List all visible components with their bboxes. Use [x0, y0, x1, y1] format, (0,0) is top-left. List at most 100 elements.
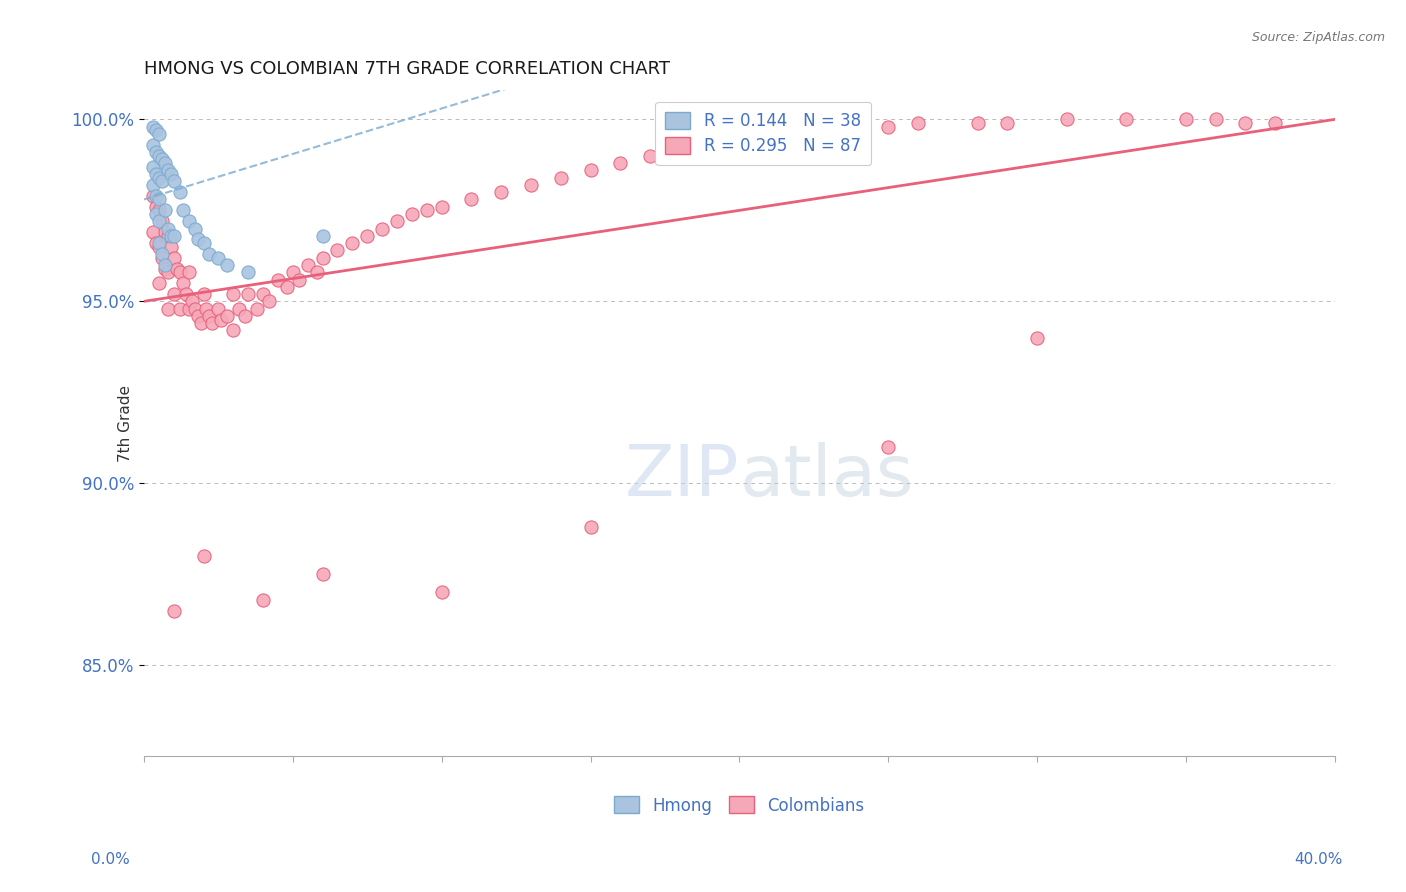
Point	[193, 236, 215, 251]
Point	[907, 116, 929, 130]
Point	[311, 251, 333, 265]
Point	[150, 247, 173, 261]
Point	[145, 200, 167, 214]
Point	[142, 189, 165, 203]
Point	[579, 163, 602, 178]
Text: 0.0%: 0.0%	[91, 852, 131, 867]
Point	[728, 134, 751, 148]
Point	[148, 276, 170, 290]
Point	[142, 225, 165, 239]
Point	[148, 236, 170, 251]
Point	[877, 440, 900, 454]
Point	[150, 153, 173, 167]
Point	[207, 251, 229, 265]
Point	[169, 185, 191, 199]
Point	[183, 301, 205, 316]
Point	[638, 149, 661, 163]
Point	[252, 592, 274, 607]
Point	[1205, 112, 1227, 127]
Point	[145, 236, 167, 251]
Point	[193, 549, 215, 563]
Point	[201, 316, 224, 330]
Point	[236, 287, 259, 301]
Point	[787, 127, 810, 141]
Point	[342, 236, 364, 251]
Point	[177, 265, 200, 279]
Point	[153, 258, 176, 272]
Point	[153, 225, 176, 239]
Point	[848, 123, 870, 137]
Point	[156, 163, 179, 178]
Point	[156, 228, 179, 243]
Point	[1026, 331, 1049, 345]
Point	[156, 221, 179, 235]
Point	[228, 301, 250, 316]
Point	[209, 312, 232, 326]
Point	[190, 316, 212, 330]
Point	[148, 170, 170, 185]
Point	[195, 301, 218, 316]
Point	[148, 203, 170, 218]
Point	[174, 287, 197, 301]
Point	[430, 585, 453, 599]
Point	[142, 120, 165, 134]
Point	[177, 301, 200, 316]
Point	[198, 247, 221, 261]
Point	[356, 228, 378, 243]
Point	[163, 287, 186, 301]
Point	[222, 323, 245, 337]
Point	[193, 287, 215, 301]
Point	[148, 127, 170, 141]
Y-axis label: 7th Grade: 7th Grade	[118, 384, 132, 462]
Point	[148, 149, 170, 163]
Point	[169, 265, 191, 279]
Point	[267, 272, 290, 286]
Point	[758, 130, 780, 145]
Point	[217, 258, 239, 272]
Point	[150, 251, 173, 265]
Point	[1174, 112, 1197, 127]
Point	[416, 203, 439, 218]
Point	[233, 309, 256, 323]
Point	[489, 185, 512, 199]
Point	[145, 189, 167, 203]
Point	[153, 203, 176, 218]
Point	[148, 240, 170, 254]
Point	[579, 520, 602, 534]
Point	[150, 214, 173, 228]
Point	[159, 167, 181, 181]
Text: Source: ZipAtlas.com: Source: ZipAtlas.com	[1251, 31, 1385, 45]
Point	[142, 137, 165, 152]
Legend: Hmong, Colombians: Hmong, Colombians	[607, 789, 872, 822]
Text: 40.0%: 40.0%	[1295, 852, 1343, 867]
Point	[966, 116, 988, 130]
Point	[169, 301, 191, 316]
Point	[1115, 112, 1137, 127]
Point	[207, 301, 229, 316]
Point	[1056, 112, 1078, 127]
Point	[153, 261, 176, 276]
Point	[305, 265, 328, 279]
Point	[297, 258, 319, 272]
Point	[172, 203, 194, 218]
Point	[187, 309, 209, 323]
Point	[1264, 116, 1286, 130]
Point	[156, 265, 179, 279]
Point	[246, 301, 269, 316]
Point	[252, 287, 274, 301]
Point	[145, 167, 167, 181]
Point	[995, 116, 1018, 130]
Point	[163, 251, 186, 265]
Point	[159, 228, 181, 243]
Point	[257, 294, 280, 309]
Point	[177, 214, 200, 228]
Point	[287, 272, 309, 286]
Point	[156, 301, 179, 316]
Point	[145, 207, 167, 221]
Point	[1234, 116, 1257, 130]
Point	[166, 261, 188, 276]
Point	[198, 309, 221, 323]
Point	[163, 604, 186, 618]
Point	[172, 276, 194, 290]
Point	[142, 178, 165, 192]
